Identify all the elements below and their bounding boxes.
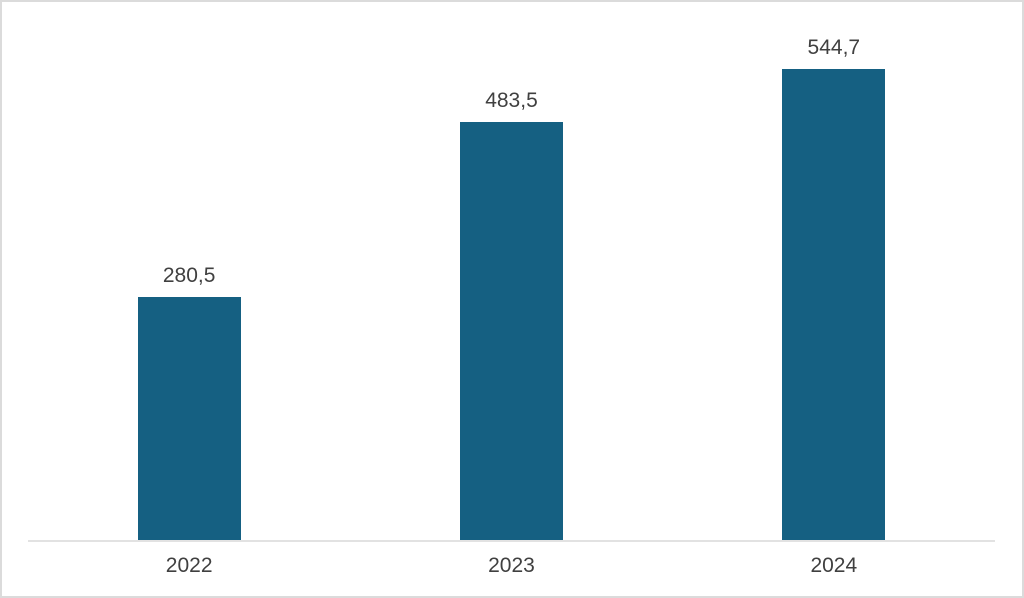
x-axis-tick-area: 2022 bbox=[166, 540, 213, 596]
x-axis-line bbox=[28, 540, 995, 542]
bar-2024 bbox=[782, 69, 886, 540]
x-axis-tick-label: 2023 bbox=[488, 554, 535, 577]
bar-group-2023: 483,5 2023 bbox=[350, 2, 672, 596]
bar-2022 bbox=[137, 297, 241, 540]
bar-2023 bbox=[459, 122, 563, 540]
bar-group-2022: 280,5 2022 bbox=[28, 2, 350, 596]
bar-value-label: 483,5 bbox=[485, 88, 538, 112]
x-axis-tick-label: 2022 bbox=[165, 554, 213, 577]
x-axis-tick-label: 2024 bbox=[810, 554, 858, 577]
x-axis-tick-area: 2024 bbox=[810, 540, 857, 596]
x-axis-tick-area: 2023 bbox=[488, 540, 535, 596]
bar-chart-columns: 280,5 2022 483,5 2023 544,7 2024 bbox=[28, 2, 995, 596]
bar-value-label: 280,5 bbox=[162, 263, 216, 287]
bar-group-2024: 544,7 2024 bbox=[673, 2, 995, 596]
bar-chart: 280,5 2022 483,5 2023 544,7 2024 bbox=[28, 2, 995, 596]
bar-value-label: 544,7 bbox=[807, 35, 861, 59]
